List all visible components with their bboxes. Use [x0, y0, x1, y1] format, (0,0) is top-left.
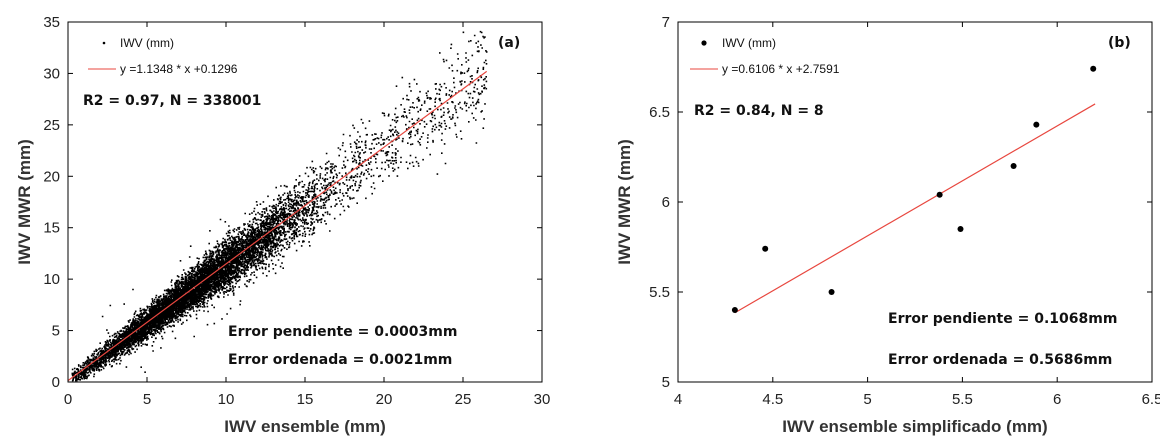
slope-error-annotation-b: Error pendiente = 0.1068mm — [888, 311, 1117, 327]
fit-line-a — [67, 70, 488, 382]
legend-label-fit-a: y =1.1348 * x +0.1296 — [120, 62, 238, 76]
x-tick-label-a: 30 — [534, 391, 551, 408]
y-tick-label-a: 25 — [43, 117, 60, 134]
scatter-point-b-8 — [1090, 65, 1097, 72]
y-tick-label-b: 6 — [662, 194, 670, 211]
plot-frame-b — [677, 21, 1153, 383]
y-tick-label-b: 7 — [662, 14, 670, 31]
x-tick-label-a: 15 — [297, 391, 314, 408]
x-axis-label-a: IWV ensemble (mm) — [224, 417, 386, 436]
chart-panel-a: 0 5 10 15 20 25 30 0 5 10 15 20 25 30 35 IWV ensemble … — [15, 14, 550, 436]
x-tick-label-a: 5 — [143, 391, 151, 408]
ticks-b: 4 4.5 5 5.5 6 6.5 5 5.5 6 6.5 7 — [649, 14, 1160, 408]
scatter-point-b-5 — [957, 226, 964, 232]
y-axis-label-b: IWV MWR (mm) — [615, 139, 634, 265]
y-tick-label-a: 0 — [52, 374, 60, 391]
x-tick-label-a: 20 — [376, 391, 393, 408]
x-tick-label-a: 0 — [64, 391, 72, 408]
y-tick-label-b: 5.5 — [649, 284, 670, 301]
legend-label-points-b: IWV (mm) — [722, 36, 776, 50]
scatter-point-b-6 — [1010, 163, 1017, 169]
legend-marker-points-b — [701, 40, 707, 46]
legend-label-fit-b: y =0.6106 * x +2.7591 — [722, 62, 840, 76]
slope-error-annotation-a: Error pendiente = 0.0003mm — [228, 324, 457, 340]
y-tick-label-a: 30 — [43, 65, 60, 82]
y-tick-label-a: 20 — [43, 168, 60, 185]
x-tick-label-a: 10 — [218, 391, 235, 408]
scatter-point-b-2 — [762, 245, 769, 252]
legend-marker-points-a — [102, 41, 106, 45]
scatter-points-a — [71, 30, 488, 382]
scatter-point-b-4 — [936, 191, 943, 198]
x-tick-label-a: 25 — [455, 391, 472, 408]
ticks-a: 0 5 10 15 20 25 30 0 5 10 15 20 25 30 35 — [43, 14, 550, 408]
panel-label-b: (b) — [1108, 35, 1131, 51]
x-tick-label-b: 6 — [1053, 391, 1061, 408]
panel-label-a: (a) — [498, 35, 520, 51]
x-tick-label-b: 5.5 — [952, 391, 973, 408]
point-cloud-a — [71, 30, 488, 382]
legend-label-points-a: IWV (mm) — [120, 36, 174, 50]
y-tick-label-a: 10 — [43, 271, 60, 288]
scatter-point-b-3 — [828, 289, 835, 295]
x-tick-label-b: 4.5 — [762, 391, 783, 408]
scatter-point-b-7 — [1033, 121, 1040, 128]
y-tick-label-a: 5 — [52, 323, 60, 340]
y-tick-label-b: 5 — [662, 374, 670, 391]
legend-b: IWV (mm) y =0.6106 * x +2.7591 — [690, 36, 840, 76]
intercept-error-annotation-b: Error ordenada = 0.5686mm — [888, 352, 1112, 368]
stats-annotation-a: R2 = 0.97, N = 338001 — [83, 93, 261, 109]
y-tick-label-a: 35 — [43, 14, 60, 31]
x-axis-label-b: IWV ensemble simplificado (mm) — [782, 417, 1047, 436]
y-tick-label-b: 6.5 — [649, 104, 670, 121]
stats-annotation-b: R2 = 0.84, N = 8 — [694, 103, 824, 119]
y-tick-label-a: 15 — [43, 220, 60, 237]
y-axis-label-a: IWV MWR (mm) — [15, 139, 34, 265]
x-tick-label-b: 6.5 — [1142, 391, 1160, 408]
legend-a: IWV (mm) y =1.1348 * x +0.1296 — [88, 36, 238, 76]
points-b — [731, 65, 1097, 313]
chart-panel-b: 4 4.5 5 5.5 6 6.5 5 5.5 6 6.5 7 IWV ensemble simpl… — [615, 14, 1160, 436]
x-tick-label-b: 5 — [863, 391, 871, 408]
intercept-error-annotation-a: Error ordenada = 0.0021mm — [228, 352, 452, 368]
fit-line-b-group — [734, 103, 1096, 314]
scatter-point-b-1 — [731, 307, 738, 313]
fit-line-a-group — [67, 70, 488, 382]
x-tick-label-b: 4 — [674, 391, 682, 408]
fit-line-b — [734, 103, 1096, 314]
